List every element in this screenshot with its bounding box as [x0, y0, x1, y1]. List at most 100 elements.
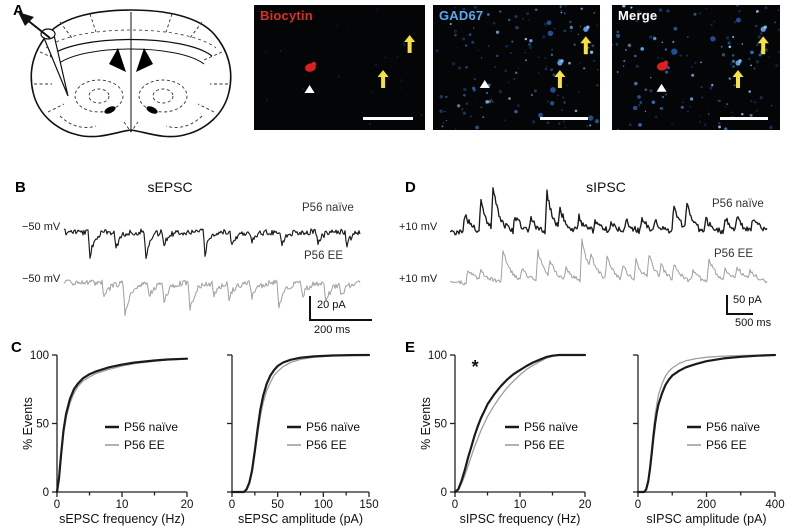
- pipette-arrow-head: [18, 12, 34, 26]
- holding-potential-label: +10 mV: [399, 221, 438, 233]
- sepsc-traces: [63, 228, 361, 317]
- legend: P56 naïve P56 EE: [505, 420, 578, 452]
- text-label: P56 EE: [124, 438, 165, 452]
- curve-P56 naïve: [453, 353, 587, 494]
- text-label: 10: [514, 499, 527, 511]
- trace-label-ee: P56 EE: [714, 248, 753, 260]
- text-label: 50: [434, 419, 447, 431]
- scale-bar: [539, 117, 589, 120]
- text-label: P56 EE: [706, 438, 747, 452]
- white-arrowhead-icon: [656, 83, 667, 92]
- axes: [633, 354, 776, 497]
- text-label: 20: [181, 499, 194, 511]
- speckles: [435, 5, 599, 130]
- panel-d-title: sIPSC: [586, 179, 626, 195]
- legend: P56 naïve P56 EE: [105, 420, 178, 452]
- pipette-barrel: [40, 28, 56, 40]
- text-label: 20: [579, 499, 592, 511]
- holding-potential-label: −50 mV: [22, 273, 61, 285]
- text-label: P56 naïve: [124, 420, 178, 434]
- holding-potential-label: +10 mV: [399, 273, 438, 285]
- text-label: 0: [452, 499, 458, 511]
- cortical-ray-lines: [34, 13, 228, 113]
- text-label: sIPSC frequency (Hz): [460, 512, 581, 526]
- white-arrowhead-icon: [479, 80, 490, 88]
- yellow-arrow-icon: [404, 35, 416, 53]
- brain-coronal-diagram: [18, 9, 232, 138]
- micrograph-biocytin: Biocytin: [254, 5, 425, 130]
- scale-bar-vertical: [309, 296, 311, 321]
- text-label: 200: [697, 499, 716, 511]
- yellow-arrow-icon: [554, 70, 566, 88]
- trace: [449, 187, 768, 236]
- lateral-ventricle-left: [109, 48, 126, 72]
- scale-amplitude-label: 50 pA: [733, 294, 762, 306]
- pipette-arrow-shaft: [25, 18, 51, 39]
- text-label: 10: [116, 499, 129, 511]
- text-label: P56 EE: [306, 438, 347, 452]
- micrograph-gad67: GAD67: [433, 5, 600, 130]
- scale-bar-horizontal: [309, 319, 372, 321]
- biocytin-cell: [656, 60, 669, 71]
- axes: [52, 354, 188, 497]
- text-label: 0: [441, 487, 447, 499]
- text-label: sIPSC amplitude (pA): [646, 512, 766, 526]
- panel-b-label: B: [15, 179, 26, 196]
- curve-P56 EE: [454, 354, 586, 493]
- anterior-commissure-right: [146, 106, 158, 114]
- text-label: % Events: [419, 397, 433, 450]
- speckles: [254, 5, 423, 126]
- text-label: 0: [635, 499, 641, 511]
- panel-c-label: C: [11, 339, 22, 356]
- micrograph-merge-title: Merge: [618, 8, 658, 23]
- micrograph-canvas: [254, 5, 423, 126]
- curve-P56 naïve: [55, 357, 189, 494]
- text-label: 100: [30, 350, 49, 362]
- text-label: sEPSC amplitude (pA): [238, 512, 363, 526]
- lateral-ventricle-right: [136, 48, 153, 72]
- legend: P56 naïve P56 EE: [287, 420, 360, 452]
- scale-time-label: 500 ms: [735, 317, 772, 329]
- scale-bar: [363, 117, 414, 120]
- yellow-arrow-icon: [377, 70, 389, 88]
- holding-potential-label: −50 mV: [22, 221, 61, 233]
- panel-d-label: D: [405, 179, 416, 196]
- scale-amplitude-label: 20 pA: [317, 299, 346, 311]
- corpus-callosum-inner: [57, 48, 205, 65]
- text-label: 100: [428, 350, 447, 362]
- legend: P56 naïve P56 EE: [687, 420, 760, 452]
- trace: [63, 279, 361, 317]
- text-label: % Events: [21, 397, 35, 450]
- sipsc-traces: [449, 187, 768, 286]
- curve-P56 naïve: [230, 353, 371, 494]
- text-label: 400: [765, 499, 784, 511]
- text-label: P56 naïve: [706, 420, 760, 434]
- text-label: 150: [359, 499, 378, 511]
- panel-b-title: sEPSC: [147, 179, 193, 195]
- scale-bar: [719, 117, 769, 120]
- micrograph-gad67-title: GAD67: [439, 8, 484, 23]
- axes: [227, 354, 370, 497]
- markers: [304, 35, 416, 93]
- subcortical-dashed-structures: [59, 79, 203, 133]
- text-label: 100: [314, 499, 333, 511]
- white-arrowhead-icon: [304, 85, 315, 93]
- text-label: P56 naïve: [306, 420, 360, 434]
- text-label: 0: [43, 487, 49, 499]
- panel-e-label: E: [405, 339, 416, 356]
- curve-P56 naïve: [636, 353, 777, 494]
- yellow-arrow-icon: [732, 70, 744, 88]
- text-label: sEPSC frequency (Hz): [59, 512, 185, 526]
- text-label: 0: [54, 499, 60, 511]
- trace-label-ee: P56 EE: [304, 250, 343, 262]
- scale-bar-horizontal: [726, 313, 753, 315]
- text-label: *: [472, 357, 479, 377]
- trace: [63, 228, 361, 260]
- micrograph-canvas: [612, 5, 780, 130]
- markers: [479, 25, 592, 88]
- trace-label-naive: P56 naïve: [712, 198, 764, 210]
- trace: [449, 238, 768, 286]
